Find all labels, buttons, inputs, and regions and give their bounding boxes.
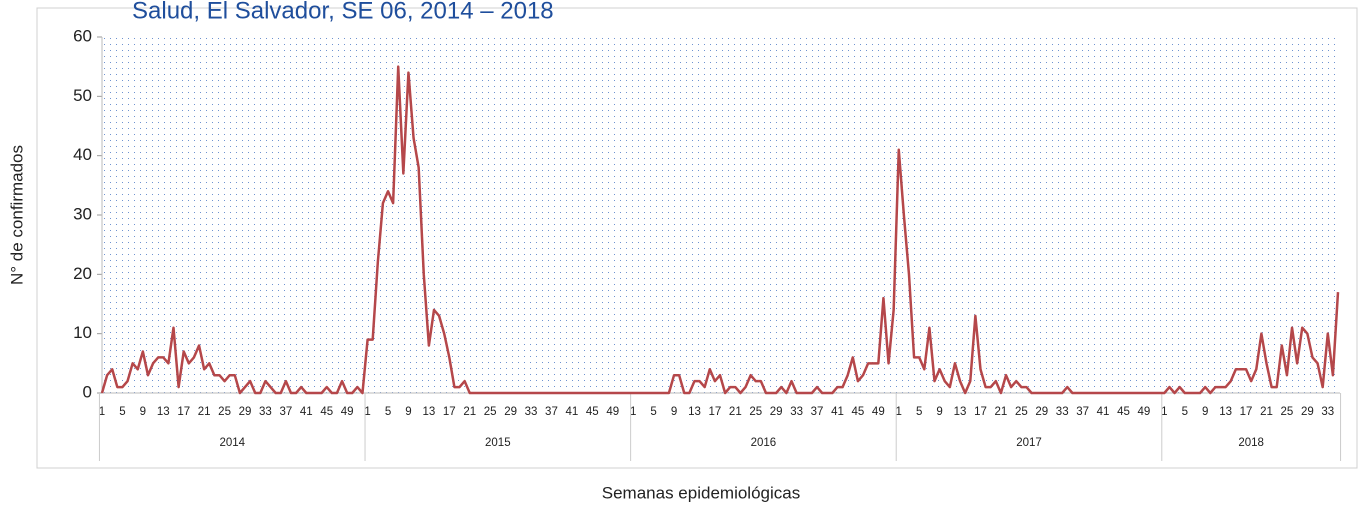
x-tick-label: 25 (1281, 406, 1294, 418)
line-series (100, 65, 1340, 395)
x-tick-label: 45 (1117, 406, 1130, 418)
x-tick-label: 37 (279, 406, 292, 418)
year-label: 2015 (485, 437, 511, 449)
x-tick-label: 9 (936, 406, 942, 418)
x-tick-label: 5 (385, 406, 391, 418)
x-tick-label: 49 (872, 406, 885, 418)
x-tick-label: 13 (954, 406, 967, 418)
x-tick-label: 13 (157, 406, 170, 418)
x-tick-label: 5 (1182, 406, 1188, 418)
year-label: 2016 (751, 437, 777, 449)
x-tick-label: 49 (606, 406, 619, 418)
x-tick-label: 17 (177, 406, 190, 418)
x-tick-label: 21 (463, 406, 476, 418)
x-tick-label: 41 (300, 406, 313, 418)
x-tick-label: 33 (790, 406, 803, 418)
x-tick-label: 17 (708, 406, 721, 418)
x-tick-label: 33 (259, 406, 272, 418)
x-tick-label: 1 (99, 406, 105, 418)
x-tick-label: 5 (650, 406, 656, 418)
x-tick-label: 1 (630, 406, 636, 418)
x-tick-label: 37 (545, 406, 558, 418)
x-axis-label: Semanas epidemiológicas (602, 483, 800, 502)
x-tick-label: 33 (525, 406, 538, 418)
x-tick-label: 25 (749, 406, 762, 418)
x-tick-label: 29 (1301, 406, 1314, 418)
y-tick-label: 40 (73, 145, 92, 164)
x-tick-label: 1 (364, 406, 370, 418)
chart-frame (36, 7, 1358, 469)
x-tick-label: 33 (1056, 406, 1069, 418)
x-tick-label: 17 (974, 406, 987, 418)
x-tick-label: 9 (405, 406, 411, 418)
x-tick-label: 29 (504, 406, 517, 418)
year-label: 2017 (1016, 437, 1042, 449)
x-tick-label: 25 (1015, 406, 1028, 418)
y-tick-label: 10 (73, 323, 92, 342)
x-tick-label: 45 (320, 406, 333, 418)
x-tick-label: 9 (140, 406, 146, 418)
x-tick-label: 13 (688, 406, 701, 418)
x-tick-label: 49 (1138, 406, 1151, 418)
x-tick-label: 25 (484, 406, 497, 418)
y-tick-label: 50 (73, 86, 92, 105)
year-label: 2018 (1238, 437, 1264, 449)
x-tick-label: 17 (443, 406, 456, 418)
x-tick-label: 29 (239, 406, 252, 418)
x-tick-label: 41 (565, 406, 578, 418)
x-tick-label: 49 (341, 406, 354, 418)
x-tick-label: 21 (1260, 406, 1273, 418)
y-tick-label: 60 (73, 26, 92, 45)
year-label: 2014 (219, 437, 245, 449)
x-tick-label: 29 (770, 406, 783, 418)
x-tick-label: 29 (1035, 406, 1048, 418)
y-tick-label: 20 (73, 264, 92, 283)
y-axis-label: N° de confirmados (7, 145, 26, 285)
x-tick-label: 21 (995, 406, 1008, 418)
x-tick-label: 1 (896, 406, 902, 418)
x-tick-label: 17 (1240, 406, 1253, 418)
x-tick-label: 9 (1202, 406, 1208, 418)
x-tick-label: 13 (1219, 406, 1232, 418)
x-tick-label: 9 (671, 406, 677, 418)
x-tick-label: 21 (198, 406, 211, 418)
x-tick-label: 5 (119, 406, 125, 418)
x-tick-label: 41 (1097, 406, 1110, 418)
x-tick-label: 5 (916, 406, 922, 418)
x-tick-label: 1 (1161, 406, 1167, 418)
chart-title: Salud, El Salvador, SE 06, 2014 – 2018 (132, 0, 554, 24)
x-tick-label: 45 (586, 406, 599, 418)
y-tick-label: 30 (73, 204, 92, 223)
plot-background (102, 37, 1340, 393)
x-tick-label: 45 (852, 406, 865, 418)
x-tick-label: 13 (422, 406, 435, 418)
x-tick-label: 37 (811, 406, 824, 418)
x-tick-label: 37 (1076, 406, 1089, 418)
x-tick-label: 33 (1321, 406, 1334, 418)
x-tick-label: 41 (831, 406, 844, 418)
x-tick-label: 21 (729, 406, 742, 418)
x-tick-label: 25 (218, 406, 231, 418)
y-tick-label: 0 (83, 382, 92, 401)
